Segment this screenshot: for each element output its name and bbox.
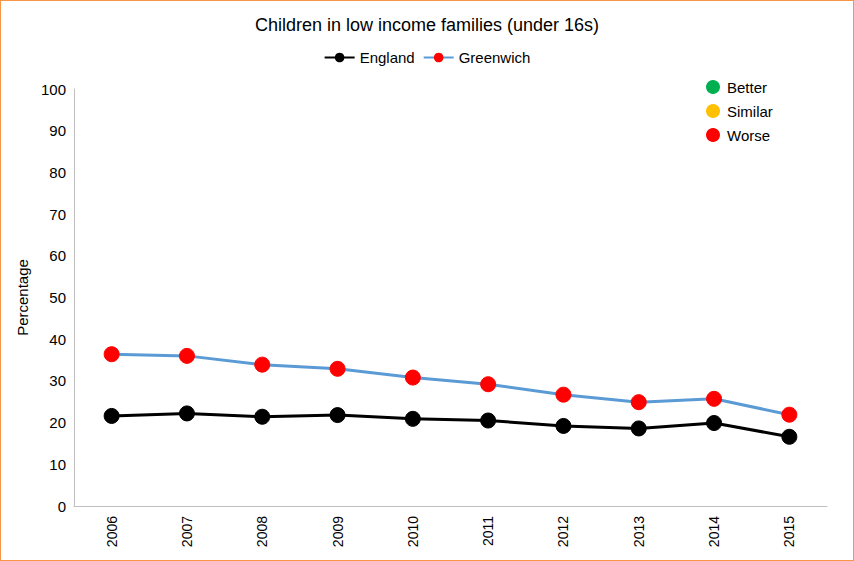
svg-text:Worse: Worse [727,127,770,144]
svg-text:80: 80 [49,164,66,181]
svg-text:England: England [360,49,415,66]
svg-text:2014: 2014 [706,516,722,547]
svg-text:2010: 2010 [405,516,421,547]
svg-text:2009: 2009 [330,516,346,547]
svg-text:30: 30 [49,372,66,389]
svg-text:2006: 2006 [104,516,120,547]
svg-text:20: 20 [49,414,66,431]
svg-text:2012: 2012 [555,516,571,547]
svg-text:10: 10 [49,456,66,473]
svg-text:70: 70 [49,206,66,223]
svg-text:40: 40 [49,331,66,348]
svg-text:Similar: Similar [727,103,773,120]
svg-text:2013: 2013 [631,516,647,547]
svg-text:100: 100 [41,81,66,98]
svg-text:2008: 2008 [254,516,270,547]
svg-text:50: 50 [49,289,66,306]
svg-text:90: 90 [49,122,66,139]
svg-text:2007: 2007 [179,516,195,547]
svg-text:2015: 2015 [781,516,797,547]
svg-text:2011: 2011 [480,516,496,546]
svg-text:Greenwich: Greenwich [459,49,531,66]
svg-text:Better: Better [727,79,767,96]
svg-text:0: 0 [58,498,66,515]
svg-text:Percentage: Percentage [14,259,31,336]
svg-text:60: 60 [49,247,66,264]
svg-text:Children in low income familie: Children in low income families (under 1… [255,15,599,35]
